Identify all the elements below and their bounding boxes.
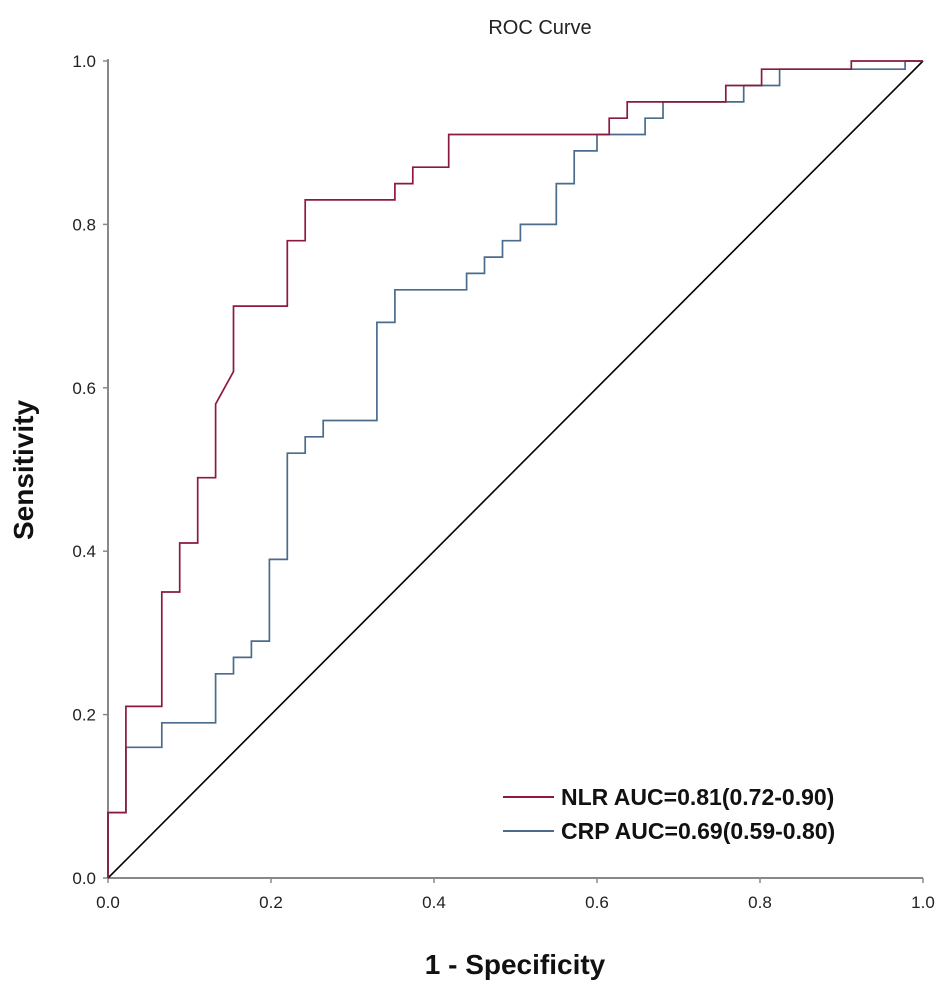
nlr-roc-curve xyxy=(107,60,923,878)
x-tick-label: 0.6 xyxy=(585,893,609,912)
y-tick-label: 0.4 xyxy=(72,542,96,561)
x-axis-title: 1 - Specificity xyxy=(425,949,606,980)
x-tick-label: 0.2 xyxy=(259,893,283,912)
crp-roc-curve xyxy=(107,60,923,878)
legend-label: CRP AUC=0.69(0.59-0.80) xyxy=(561,818,835,844)
y-axis-title: Sensitivity xyxy=(8,400,39,540)
y-tick-label: 1.0 xyxy=(72,52,96,71)
legend-label: NLR AUC=0.81(0.72-0.90) xyxy=(561,784,834,810)
reference-diagonal-line xyxy=(107,60,924,879)
y-tick-label: 0.8 xyxy=(72,215,96,234)
x-tick-label: 0.4 xyxy=(422,893,446,912)
legend: NLR AUC=0.81(0.72-0.90) CRP AUC=0.69(0.59… xyxy=(503,784,835,844)
plot-area xyxy=(107,60,924,879)
y-tick-label: 0.0 xyxy=(72,869,96,888)
chart-title: ROC Curve xyxy=(488,17,591,39)
axes: 0.0 0.2 0.4 0.6 0.8 1.0 0.0 0.2 0.4 0.6 0.8 1.0 xyxy=(72,52,934,912)
x-tick-label: 0.8 xyxy=(748,893,772,912)
y-tick-label: 0.6 xyxy=(72,379,96,398)
x-tick-label: 1.0 xyxy=(911,893,935,912)
y-tick-label: 0.2 xyxy=(72,706,96,725)
x-tick-label: 0.0 xyxy=(96,893,120,912)
